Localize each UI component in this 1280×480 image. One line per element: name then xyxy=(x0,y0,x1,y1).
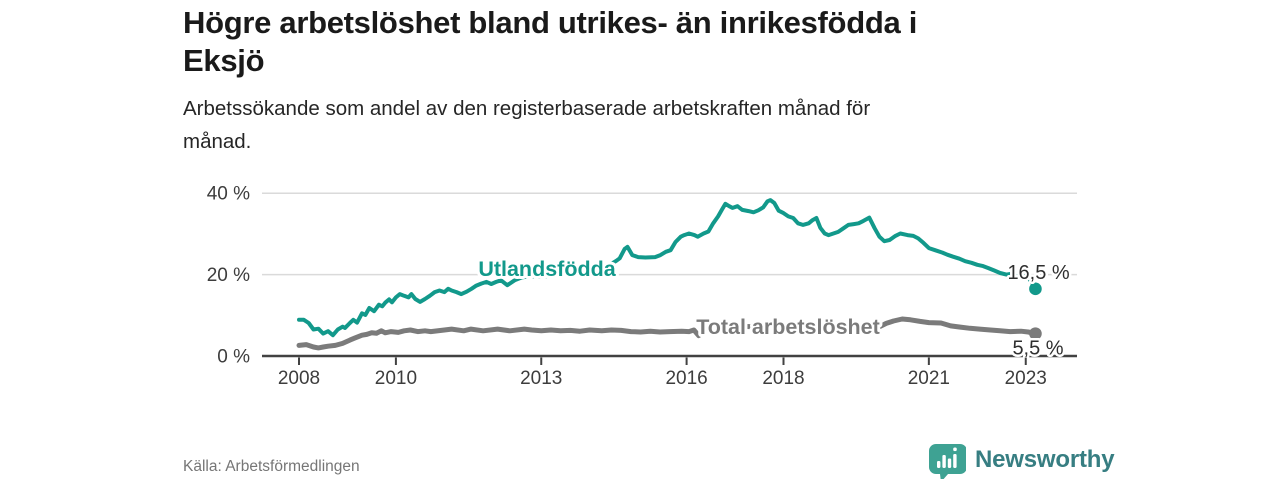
chart-header: Högre arbetslöshet bland utrikes- än inr… xyxy=(183,4,1083,158)
source-note: Källa: Arbetsförmedlingen xyxy=(183,458,360,475)
text-line: Arbetssökande som andel av den registerb… xyxy=(183,97,871,120)
chart-title: Högre arbetslöshet bland utrikes- än inr… xyxy=(183,4,1083,80)
series-label-0: Utlandsfödda xyxy=(478,257,616,281)
newsworthy-icon xyxy=(929,443,966,479)
chart-subtitle: Arbetssökande som andel av den registerb… xyxy=(183,92,1083,158)
speech-bubble-shape xyxy=(929,443,966,479)
series-line-0 xyxy=(297,198,1038,338)
bar-chart-glyph xyxy=(937,447,957,468)
brand-wordmark: Newsworthy xyxy=(975,446,1115,473)
x-tick-label-2018: 2018 xyxy=(762,368,804,389)
end-value-label-0: 16,5 % xyxy=(1007,262,1069,284)
text-line: Eksjö xyxy=(183,43,265,78)
text-line: månad. xyxy=(183,130,252,153)
x-tick-label-2013: 2013 xyxy=(520,368,562,389)
x-tick-label-2010: 2010 xyxy=(375,368,417,389)
series-end-dot-1 xyxy=(1029,327,1042,340)
y-tick-label-40: 40 % xyxy=(207,184,250,205)
x-tick-label-2023: 2023 xyxy=(1005,368,1047,389)
series-end-dot-0 xyxy=(1029,282,1042,296)
series-label-1: Total arbetslöshet xyxy=(696,315,880,339)
x-tick-label-2008: 2008 xyxy=(278,368,320,389)
text-line: Högre arbetslöshet bland utrikes- än inr… xyxy=(183,5,918,40)
series-line-1 xyxy=(296,316,1038,351)
brand-logo: Newsworthy xyxy=(926,442,1115,479)
end-value-label-1: 5,5 % xyxy=(1012,338,1063,360)
y-tick-label-20: 20 % xyxy=(207,265,250,286)
y-tick-label-0: 0 % xyxy=(217,347,250,368)
x-tick-label-2016: 2016 xyxy=(665,368,707,389)
x-tick-label-2021: 2021 xyxy=(908,368,950,389)
